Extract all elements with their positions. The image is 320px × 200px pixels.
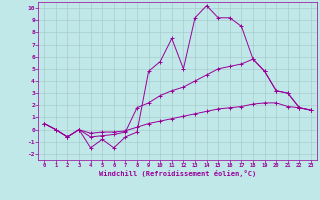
X-axis label: Windchill (Refroidissement éolien,°C): Windchill (Refroidissement éolien,°C) xyxy=(99,170,256,177)
